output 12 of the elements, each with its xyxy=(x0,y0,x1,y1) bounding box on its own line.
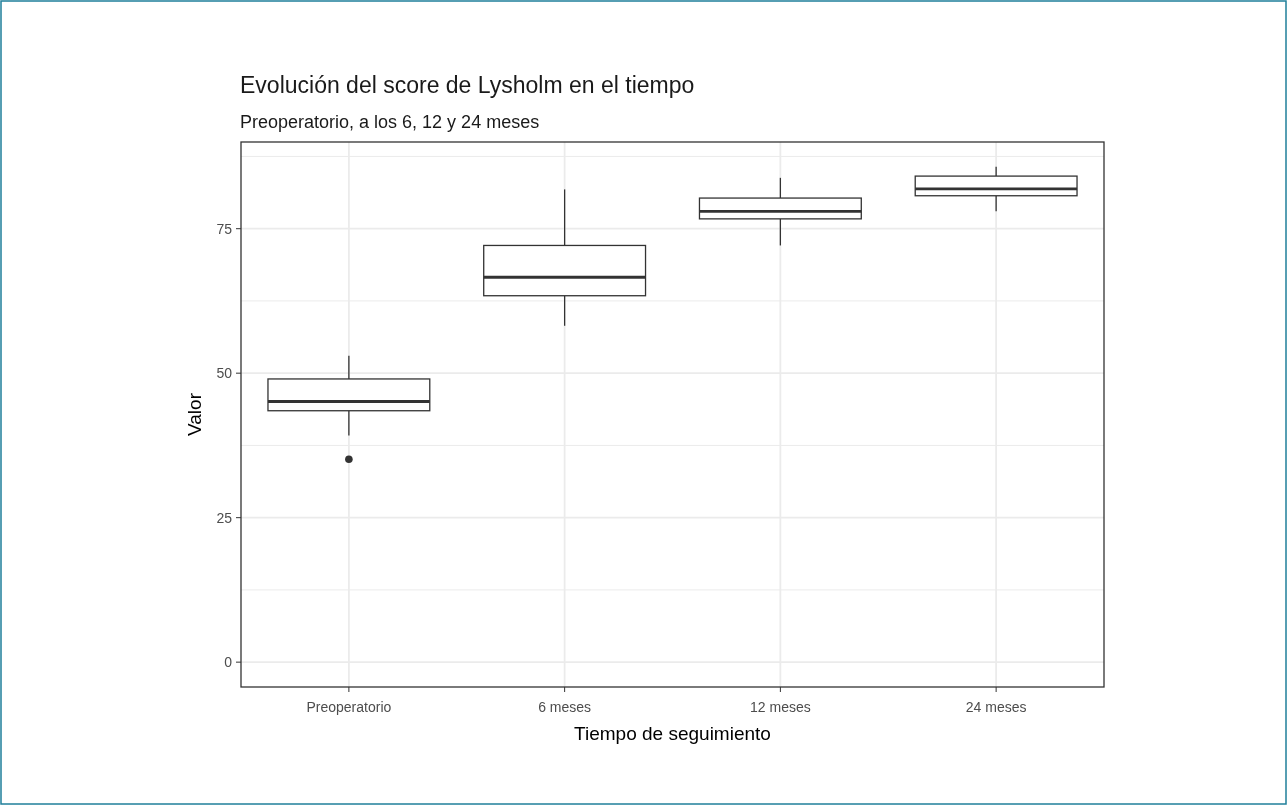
y-axis-title: Valor xyxy=(184,392,205,436)
y-tick-label: 25 xyxy=(216,509,233,526)
y-tick-label: 0 xyxy=(224,654,233,671)
x-tick-label: 6 meses xyxy=(538,699,592,715)
x-tick-label: 24 meses xyxy=(965,699,1027,715)
y-tick-label: 50 xyxy=(216,365,233,382)
chart-subtitle: Preoperatorio, a los 6, 12 y 24 meses xyxy=(240,112,540,132)
x-axis-title: Tiempo de seguimiento xyxy=(574,723,771,744)
x-tick-label: 12 meses xyxy=(750,699,811,715)
chart-title: Evolución del score de Lysholm en el tiempo xyxy=(240,72,695,98)
y-tick-label: 75 xyxy=(216,220,233,237)
x-tick-label: Preoperatorio xyxy=(306,699,392,715)
